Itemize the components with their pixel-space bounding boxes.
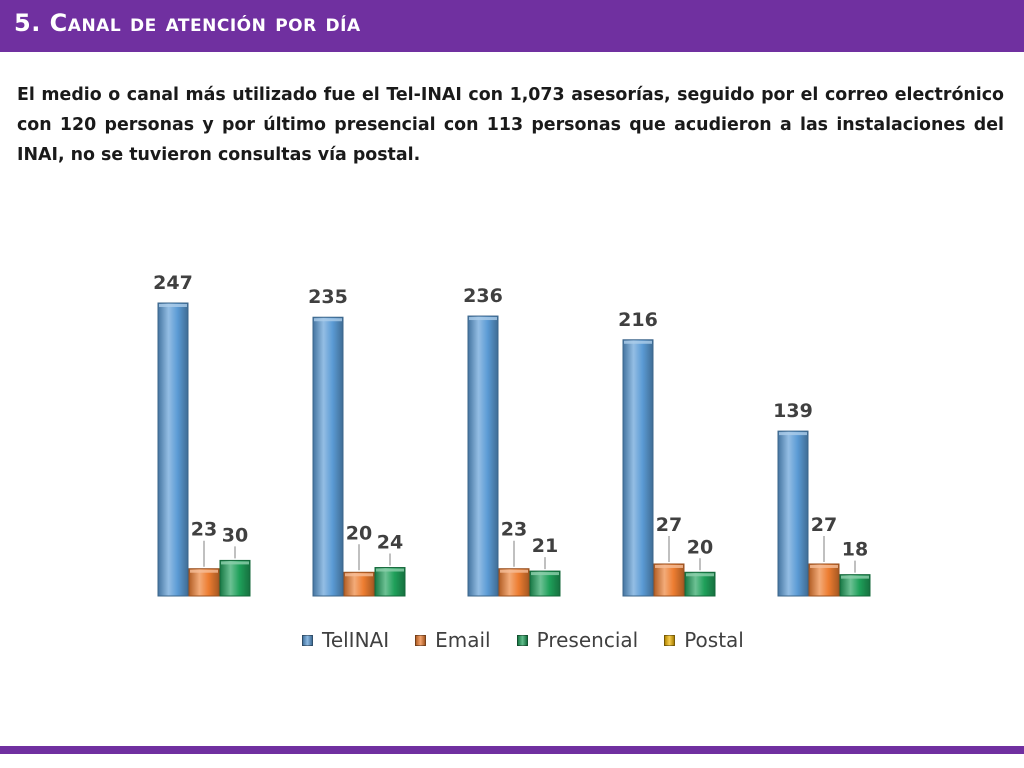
bar-cap-email-3	[500, 569, 528, 573]
summary-paragraph: El medio o canal más utilizado fue el Te…	[17, 85, 1004, 165]
data-label-presencial-3: 21	[532, 535, 558, 557]
legend-label-presencial: Presencial	[536, 628, 639, 652]
data-label-email-2: 20	[346, 522, 372, 544]
legend-item-presencial: Presencial	[516, 628, 639, 652]
bar-cap-telinai-1	[159, 304, 187, 307]
bar-email-4	[653, 563, 685, 597]
bar-email-2	[343, 571, 375, 597]
legend-label-postal: Postal	[684, 628, 744, 652]
bar-presencial-1	[219, 559, 251, 597]
bar-cap-presencial-1	[221, 561, 249, 565]
legend-swatch-presencial	[516, 634, 528, 646]
data-label-email-5: 27	[811, 514, 837, 536]
bar-presencial-5	[839, 574, 871, 597]
bar-email-1	[188, 568, 220, 597]
bar-presencial-3	[529, 570, 561, 597]
bar-cap-telinai-5	[779, 432, 807, 436]
bar-cap-telinai-3	[469, 317, 497, 321]
footer-band	[0, 746, 1024, 754]
bar-cap-email-2	[345, 573, 373, 577]
data-label-presencial-4: 20	[687, 536, 713, 558]
legend-swatch-postal	[664, 634, 676, 646]
data-label-telinai-3: 236	[463, 285, 503, 307]
legend-swatch-telinai	[302, 634, 313, 646]
bar-email-5	[808, 563, 840, 597]
header-band	[0, 0, 1024, 52]
legend-item-email: Email	[415, 628, 491, 652]
legend-swatch-email	[415, 634, 427, 646]
legend-label-telinai: TelINAI	[322, 628, 390, 652]
bar-telinai-3	[467, 315, 499, 597]
chart-legend: TelINAI Email Presencial Postal	[302, 626, 770, 654]
legend-item-postal: Postal	[664, 628, 744, 652]
bar-telinai-1	[157, 302, 189, 597]
bar-telinai-4	[622, 339, 654, 597]
legend-item-telinai: TelINAI	[302, 628, 389, 652]
data-label-telinai-5: 139	[773, 400, 813, 422]
bar-presencial-2	[374, 567, 406, 597]
bar-cap-email-4	[655, 564, 683, 568]
data-label-email-1: 23	[191, 519, 217, 541]
bar-telinai-2	[312, 316, 344, 597]
bar-cap-email-5	[810, 564, 838, 568]
data-label-telinai-1: 247	[153, 272, 193, 294]
bar-email-3	[498, 568, 530, 597]
legend-label-email: Email	[435, 628, 491, 652]
bar-presencial-4	[684, 571, 716, 597]
bar-cap-email-1	[190, 569, 218, 573]
data-label-email-3: 23	[501, 519, 527, 541]
bar-cap-presencial-4	[686, 573, 714, 577]
data-label-telinai-4: 216	[618, 309, 658, 331]
bar-cap-presencial-3	[531, 572, 559, 576]
data-label-presencial-5: 18	[842, 539, 868, 561]
page-title: 5. Canal de atención por día	[14, 9, 361, 37]
data-label-presencial-1: 30	[222, 524, 248, 546]
bar-cap-presencial-2	[376, 568, 404, 572]
bar-telinai-5	[777, 430, 809, 597]
bar-cap-telinai-2	[314, 318, 342, 322]
bar-cap-presencial-5	[841, 575, 869, 579]
data-label-presencial-2: 24	[377, 532, 403, 554]
data-label-email-4: 27	[656, 514, 682, 536]
bar-cap-telinai-4	[624, 340, 652, 344]
data-label-telinai-2: 235	[308, 286, 348, 308]
